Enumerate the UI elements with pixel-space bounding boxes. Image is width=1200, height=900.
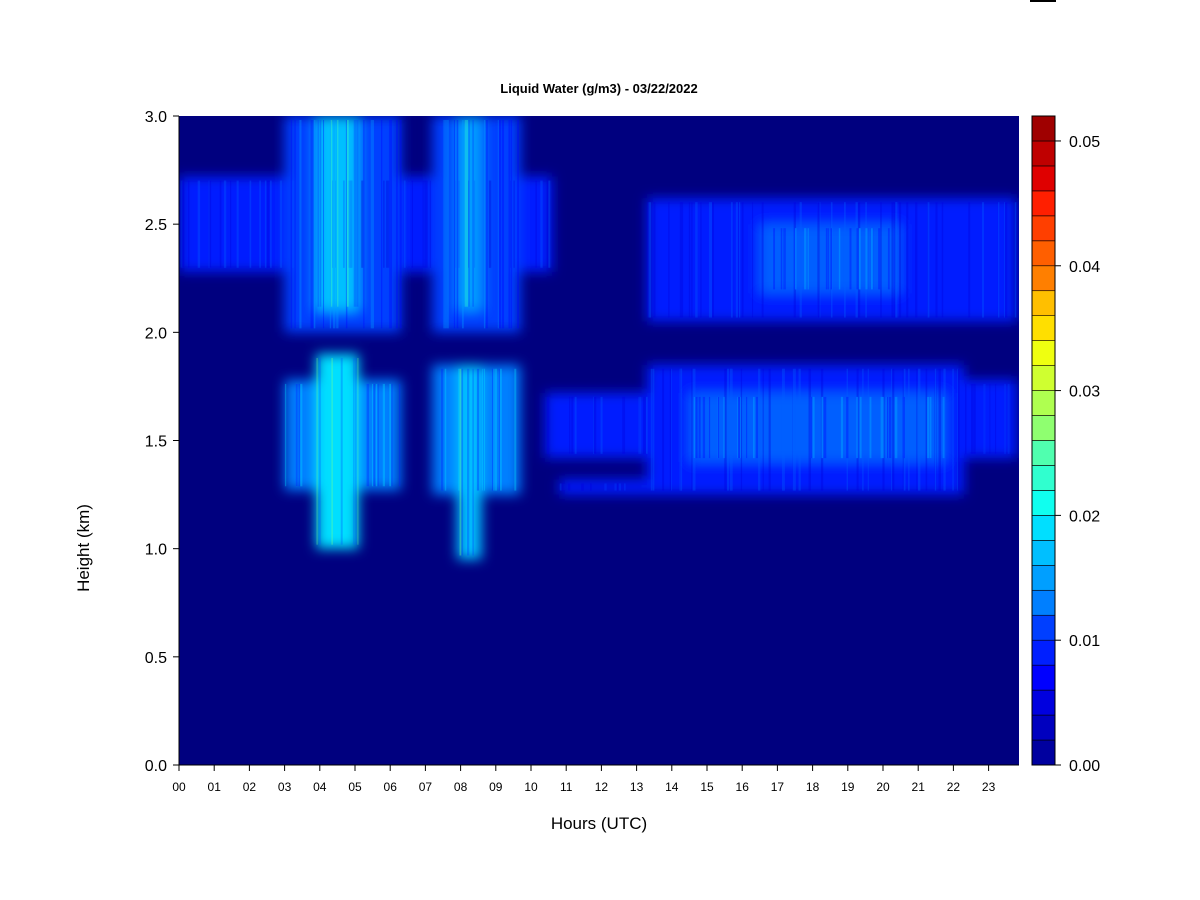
colorbar-swatch bbox=[1031, 115, 1056, 142]
colorbar-swatch bbox=[1031, 165, 1056, 192]
colorbar-swatch bbox=[1031, 265, 1056, 292]
x-tick-label: 15 bbox=[700, 780, 714, 794]
y-tick-label: 1.0 bbox=[145, 542, 167, 559]
colorbar-swatch bbox=[1031, 415, 1056, 441]
colorbar-swatch bbox=[1031, 340, 1056, 366]
streak-texture bbox=[181, 120, 1018, 556]
colorbar-frame bbox=[1031, 115, 1056, 766]
colorbar-tick-label: 0.00 bbox=[1069, 758, 1100, 775]
y-tick-label: 0.5 bbox=[145, 650, 167, 667]
x-tick-label: 10 bbox=[524, 780, 538, 794]
colorbar-tick-label: 0.05 bbox=[1069, 134, 1100, 151]
colorbar-swatch bbox=[1031, 240, 1056, 267]
y-tick-label: 0.0 bbox=[145, 758, 167, 775]
colorbar-tick-label: 0.01 bbox=[1069, 633, 1100, 650]
x-tick-label: 14 bbox=[665, 780, 679, 794]
colorbar-swatch bbox=[1031, 140, 1056, 167]
y-tick-label: 1.5 bbox=[145, 434, 167, 451]
x-tick-label: 17 bbox=[771, 780, 785, 794]
colorbar-swatch bbox=[1031, 614, 1056, 641]
y-tick-label: 2.0 bbox=[145, 325, 167, 342]
colorbar-swatch bbox=[1031, 390, 1056, 416]
colorbar-tick-label: 0.02 bbox=[1069, 508, 1100, 525]
x-axis-label: Hours (UTC) bbox=[551, 814, 647, 833]
colorbar-swatch bbox=[1031, 315, 1056, 341]
x-tick-label: 08 bbox=[454, 780, 468, 794]
colorbar-tick-label: 0.03 bbox=[1069, 384, 1100, 401]
x-tick-label: 06 bbox=[384, 780, 398, 794]
colorbar-swatch bbox=[1031, 490, 1056, 516]
cloud-region bbox=[457, 116, 482, 311]
y-axis-label: Height (km) bbox=[74, 504, 93, 592]
colorbar-swatch bbox=[1031, 664, 1056, 691]
x-tick-label: 02 bbox=[243, 780, 257, 794]
colorbar-swatch bbox=[1031, 739, 1056, 766]
colorbar-swatch bbox=[1031, 689, 1056, 716]
cloud-region bbox=[316, 116, 359, 311]
colorbar-swatch bbox=[1031, 639, 1056, 666]
cloud-region bbox=[545, 392, 648, 458]
x-tick-label: 12 bbox=[595, 780, 609, 794]
colorbar-swatch bbox=[1031, 290, 1056, 316]
colorbar-swatch bbox=[1031, 540, 1056, 566]
colorbar-swatch bbox=[1031, 465, 1056, 491]
x-tick-label: 20 bbox=[876, 780, 890, 794]
x-tick-label: 21 bbox=[912, 780, 926, 794]
colorbar-tick-label: 0.04 bbox=[1069, 259, 1100, 276]
colorbar-swatch bbox=[1031, 365, 1056, 391]
colorbar-swatch bbox=[1031, 565, 1056, 591]
cloud-region bbox=[559, 479, 648, 495]
colorbar-swatch bbox=[1031, 515, 1056, 541]
x-tick-label: 13 bbox=[630, 780, 644, 794]
x-tick-label: 22 bbox=[947, 780, 961, 794]
x-tick-label: 23 bbox=[982, 780, 996, 794]
x-tick-label: 09 bbox=[489, 780, 503, 794]
colorbar-swatch bbox=[1031, 190, 1056, 217]
x-tick-label: 16 bbox=[736, 780, 750, 794]
colorbar-swatch bbox=[1031, 215, 1056, 242]
y-tick-label: 3.0 bbox=[145, 109, 167, 126]
y-tick-label: 2.5 bbox=[145, 217, 167, 234]
colorbar-swatch bbox=[1031, 714, 1056, 741]
cloud-region bbox=[963, 379, 1017, 458]
x-tick-label: 19 bbox=[841, 780, 855, 794]
cloud-region bbox=[689, 392, 947, 463]
x-tick-label: 01 bbox=[208, 780, 222, 794]
colorbar-swatch bbox=[1031, 440, 1056, 466]
x-tick-label: 03 bbox=[278, 780, 292, 794]
x-tick-label: 11 bbox=[560, 780, 573, 794]
x-tick-label: 00 bbox=[172, 780, 186, 794]
cloud-region bbox=[759, 224, 901, 294]
x-tick-label: 04 bbox=[313, 780, 327, 794]
chart-title: Liquid Water (g/m3) - 03/22/2022 bbox=[500, 81, 697, 96]
cloud-region bbox=[316, 353, 359, 549]
x-tick-label: 07 bbox=[419, 780, 433, 794]
x-tick-label: 05 bbox=[348, 780, 362, 794]
colorbar-swatch bbox=[1031, 589, 1056, 616]
x-tick-label: 18 bbox=[806, 780, 820, 794]
cloud-region bbox=[457, 364, 482, 560]
corner-mark bbox=[1030, 0, 1056, 2]
